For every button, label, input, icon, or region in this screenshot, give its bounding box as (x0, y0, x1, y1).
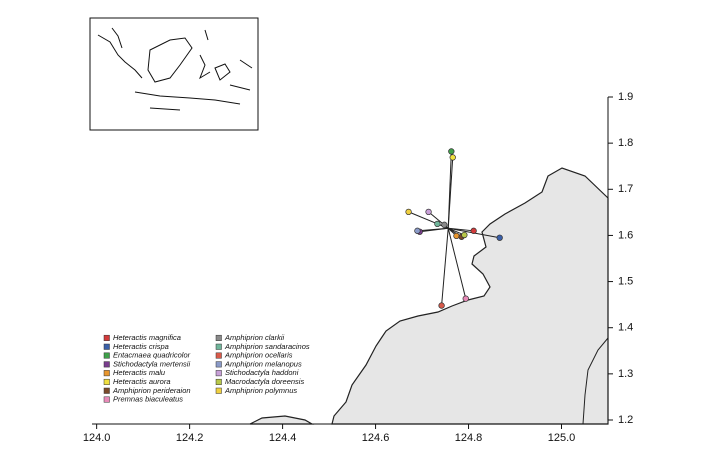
legend-label: Heteractis crispa (113, 342, 169, 351)
point (434, 220, 441, 228)
legend-label: Heteractis magnifica (113, 333, 181, 342)
y-tick-label: 1.8 (618, 137, 633, 149)
link (441, 228, 449, 306)
x-tick-label: 125.0 (548, 432, 576, 444)
legend-label: Amphiprion polymnus (224, 386, 297, 395)
legend-swatch (103, 343, 110, 350)
legend-label: Heteractis malu (113, 368, 166, 377)
coast (582, 337, 609, 425)
link (447, 157, 454, 229)
legend-swatch (215, 387, 222, 394)
land (249, 415, 315, 425)
point (496, 234, 503, 241)
point (438, 302, 445, 309)
legend-label: Amphiprion melanopus (224, 359, 302, 368)
x-tick-label: 124.0 (83, 432, 111, 444)
legend-swatch (103, 361, 110, 368)
x-tick-label: 124.4 (269, 432, 297, 444)
point (425, 208, 432, 216)
x-tick-label: 124.6 (362, 432, 390, 444)
x-tick-label: 124.8 (455, 432, 483, 444)
link (447, 228, 467, 299)
y-tick-label: 1.3 (618, 368, 633, 380)
x-tick-label: 124.2 (176, 432, 204, 444)
legend-label: Heteractis aurora (113, 377, 171, 386)
point (449, 154, 456, 161)
legend-swatch (215, 334, 222, 341)
land (331, 167, 609, 425)
point (470, 227, 477, 234)
legend-label: Amphiprion perideraion (112, 386, 191, 395)
point (405, 208, 412, 216)
legend-label: Stichodactyla mertensii (113, 359, 190, 368)
legend-swatch (103, 396, 110, 403)
point (462, 295, 469, 302)
legend-swatch (215, 370, 222, 377)
legend-label: Stichodactyla haddoni (225, 368, 299, 377)
y-tick-label: 1.7 (618, 183, 633, 195)
legend-swatch (215, 352, 222, 359)
y-tick-label: 1.9 (618, 91, 633, 103)
legend-swatch (215, 343, 222, 350)
legend-swatch (103, 334, 110, 341)
legend-swatch (103, 387, 110, 394)
point (441, 221, 448, 228)
point (453, 232, 460, 240)
y-tick-label: 1.5 (618, 275, 633, 287)
legend-swatch (103, 370, 110, 377)
legend-label: Amphiprion sandaracinos (224, 342, 310, 351)
legend-swatch (215, 378, 222, 385)
point (414, 227, 421, 234)
inset-map (89, 17, 259, 131)
legend-label: Macrodactyla doreensis (225, 377, 304, 386)
legend-label: Entacmaea quadricolor (113, 351, 191, 360)
y-tick-label: 1.4 (618, 322, 633, 334)
legend-label: Amphiprion ocellaris (224, 351, 293, 360)
legend-swatch (103, 378, 110, 385)
point (448, 148, 455, 155)
legend-label: Amphiprion clarkii (224, 333, 285, 342)
legend-swatch (103, 352, 110, 359)
legend-label: Premnas biaculeatus (113, 395, 183, 404)
y-tick-label: 1.6 (618, 229, 633, 241)
point (461, 231, 468, 239)
y-tick-label: 1.2 (618, 414, 633, 426)
legend-swatch (215, 361, 222, 368)
